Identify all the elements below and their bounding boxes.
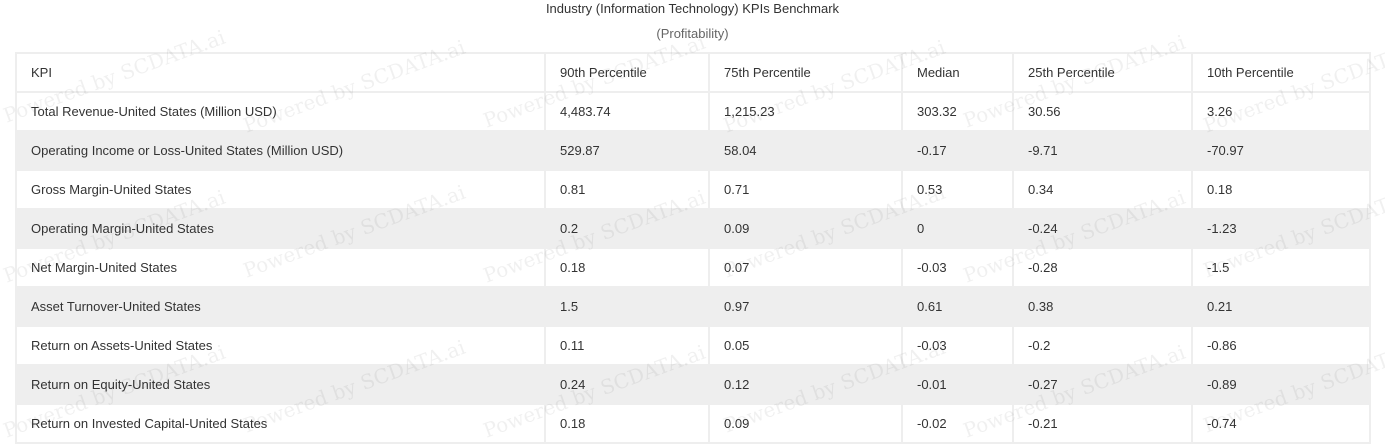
p75-cell: 0.07 bbox=[708, 247, 903, 288]
p90-cell: 0.18 bbox=[544, 247, 710, 288]
p25-cell: -0.27 bbox=[1012, 364, 1193, 405]
kpi-name-cell: Gross Margin-United States bbox=[15, 169, 546, 210]
p10-cell: -0.89 bbox=[1191, 364, 1371, 405]
median-cell: -0.03 bbox=[901, 325, 1014, 366]
p90-cell: 0.81 bbox=[544, 169, 710, 210]
kpi-name-cell: Operating Income or Loss-United States (… bbox=[15, 130, 546, 171]
table-row: Total Revenue-United States (Million USD… bbox=[15, 91, 1371, 132]
table-row: Operating Income or Loss-United States (… bbox=[15, 130, 1371, 171]
p90-cell: 0.2 bbox=[544, 208, 710, 249]
p25-cell: -0.24 bbox=[1012, 208, 1193, 249]
p90-cell: 0.24 bbox=[544, 364, 710, 405]
p25-cell: -0.28 bbox=[1012, 247, 1193, 288]
kpi-name-cell: Return on Invested Capital-United States bbox=[15, 403, 546, 444]
kpi-name-cell: Return on Assets-United States bbox=[15, 325, 546, 366]
p75-cell: 0.12 bbox=[708, 364, 903, 405]
median-cell: -0.03 bbox=[901, 247, 1014, 288]
chart-title: Industry (Information Technology) KPIs B… bbox=[545, 1, 840, 16]
median-cell: 0.53 bbox=[901, 169, 1014, 210]
p10-cell: 0.21 bbox=[1191, 286, 1371, 327]
kpi-name-cell: Return on Equity-United States bbox=[15, 364, 546, 405]
median-cell: 0.61 bbox=[901, 286, 1014, 327]
column-header-median: Median bbox=[901, 52, 1014, 93]
column-header-90th-percentile: 90th Percentile bbox=[544, 52, 710, 93]
p75-cell: 0.09 bbox=[708, 208, 903, 249]
p25-cell: -0.2 bbox=[1012, 325, 1193, 366]
p25-cell: -0.21 bbox=[1012, 403, 1193, 444]
p10-cell: -1.23 bbox=[1191, 208, 1371, 249]
column-header-10th-percentile: 10th Percentile bbox=[1191, 52, 1371, 93]
p90-cell: 0.11 bbox=[544, 325, 710, 366]
median-cell: 0 bbox=[901, 208, 1014, 249]
p75-cell: 0.97 bbox=[708, 286, 903, 327]
column-header-25th-percentile: 25th Percentile bbox=[1012, 52, 1193, 93]
p25-cell: 0.38 bbox=[1012, 286, 1193, 327]
p10-cell: -1.5 bbox=[1191, 247, 1371, 288]
table-row: Return on Assets-United States 0.11 0.05… bbox=[15, 325, 1371, 366]
p90-cell: 0.18 bbox=[544, 403, 710, 444]
table-row: Net Margin-United States 0.18 0.07 -0.03… bbox=[15, 247, 1371, 288]
p10-cell: -70.97 bbox=[1191, 130, 1371, 171]
kpi-name-cell: Total Revenue-United States (Million USD… bbox=[15, 91, 546, 132]
chart-subtitle: (Profitability) bbox=[656, 26, 729, 41]
median-cell: -0.01 bbox=[901, 364, 1014, 405]
p10-cell: 3.26 bbox=[1191, 91, 1371, 132]
table-header-row: KPI 90th Percentile 75th Percentile Medi… bbox=[15, 52, 1371, 93]
p10-cell: -0.86 bbox=[1191, 325, 1371, 366]
p90-cell: 1.5 bbox=[544, 286, 710, 327]
p75-cell: 1,215.23 bbox=[708, 91, 903, 132]
p75-cell: 0.09 bbox=[708, 403, 903, 444]
p25-cell: -9.71 bbox=[1012, 130, 1193, 171]
median-cell: -0.17 bbox=[901, 130, 1014, 171]
p75-cell: 58.04 bbox=[708, 130, 903, 171]
column-header-kpi: KPI bbox=[15, 52, 546, 93]
kpi-benchmark-table: KPI 90th Percentile 75th Percentile Medi… bbox=[15, 52, 1371, 444]
median-cell: 303.32 bbox=[901, 91, 1014, 132]
p10-cell: -0.74 bbox=[1191, 403, 1371, 444]
p10-cell: 0.18 bbox=[1191, 169, 1371, 210]
p75-cell: 0.71 bbox=[708, 169, 903, 210]
kpi-name-cell: Operating Margin-United States bbox=[15, 208, 546, 249]
table-row: Asset Turnover-United States 1.5 0.97 0.… bbox=[15, 286, 1371, 327]
p90-cell: 529.87 bbox=[544, 130, 710, 171]
table-row: Gross Margin-United States 0.81 0.71 0.5… bbox=[15, 169, 1371, 210]
median-cell: -0.02 bbox=[901, 403, 1014, 444]
kpi-name-cell: Net Margin-United States bbox=[15, 247, 546, 288]
table-row: Operating Margin-United States 0.2 0.09 … bbox=[15, 208, 1371, 249]
p75-cell: 0.05 bbox=[708, 325, 903, 366]
p90-cell: 4,483.74 bbox=[544, 91, 710, 132]
table-row: Return on Equity-United States 0.24 0.12… bbox=[15, 364, 1371, 405]
kpi-name-cell: Asset Turnover-United States bbox=[15, 286, 546, 327]
column-header-75th-percentile: 75th Percentile bbox=[708, 52, 903, 93]
table-row: Return on Invested Capital-United States… bbox=[15, 403, 1371, 444]
p25-cell: 30.56 bbox=[1012, 91, 1193, 132]
p25-cell: 0.34 bbox=[1012, 169, 1193, 210]
